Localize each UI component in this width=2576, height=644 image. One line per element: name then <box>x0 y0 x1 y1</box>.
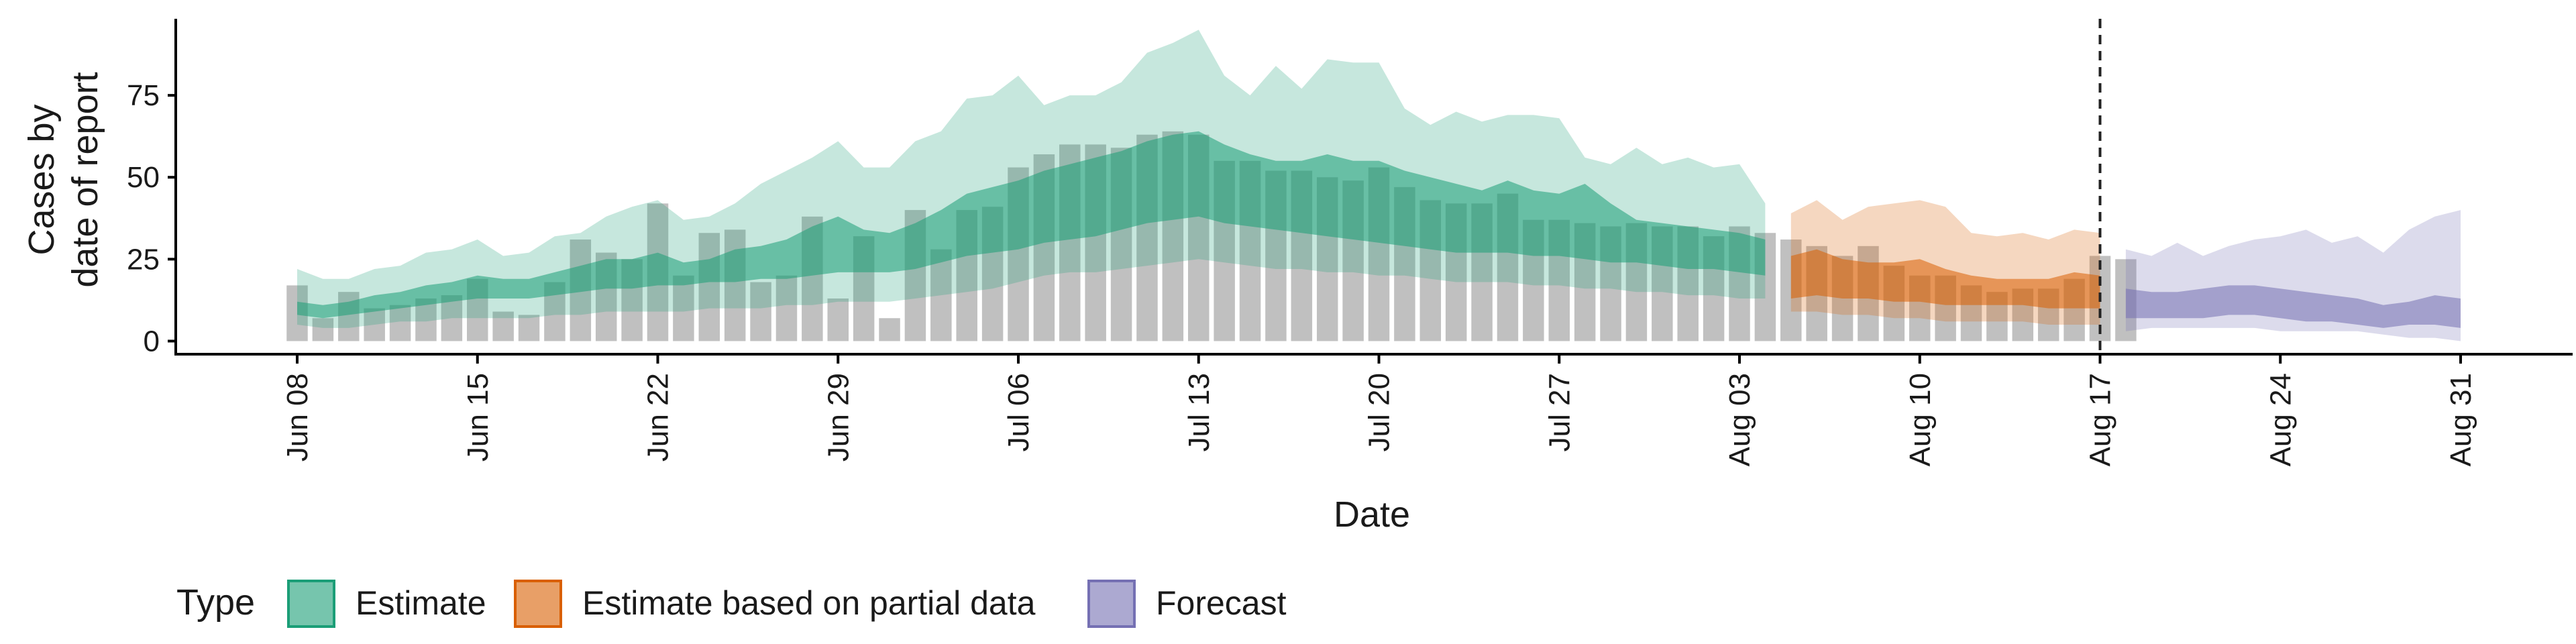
legend-key-forecast <box>1087 580 1136 628</box>
case-bar <box>827 298 849 341</box>
legend-label-estimate-based-on-partial-data: Estimate based on partial data <box>582 584 1036 622</box>
case-bar <box>673 275 694 341</box>
x-tick-label: Jun 22 <box>642 373 675 462</box>
estimate-50-interval <box>297 131 1766 319</box>
y-axis-label-line-2: date of report <box>65 72 105 287</box>
case-bar <box>930 249 952 341</box>
estimate-ribbons <box>297 30 2461 341</box>
case-bar <box>518 315 540 341</box>
x-tick-label: Jun 08 <box>281 373 314 462</box>
y-axis-label-line-1: Cases by <box>21 104 62 255</box>
legend: Type Estimate Estimate based on partial da… <box>176 580 1287 628</box>
x-tick-label: Jul 06 <box>1002 373 1035 451</box>
case-bar <box>441 295 463 341</box>
x-tick-label: Aug 10 <box>1904 373 1937 466</box>
case-bar <box>312 318 334 341</box>
case-bar <box>492 311 514 341</box>
x-tick-label: Aug 17 <box>2084 373 2117 466</box>
legend-label-estimate: Estimate <box>356 584 486 622</box>
case-bar <box>698 233 720 341</box>
legend-title: Type <box>176 582 255 623</box>
y-tick-label: 25 <box>127 243 160 276</box>
x-axis-label: Date <box>1334 494 1410 535</box>
x-tick-label: Jun 29 <box>822 373 855 462</box>
y-tick-label: 75 <box>127 79 160 112</box>
legend-item-estimate-based-on-partial-data: Estimate based on partial data <box>514 580 1036 628</box>
case-bar <box>389 305 411 341</box>
case-bar <box>364 308 385 341</box>
x-tick-label: Jul 27 <box>1543 373 1576 451</box>
y-tick-label: 0 <box>144 325 160 358</box>
case-bar <box>750 282 771 341</box>
legend-key-estimate <box>287 580 335 628</box>
x-tick-label: Jun 15 <box>462 373 494 462</box>
y-tick-label: 50 <box>127 161 160 194</box>
x-axis-ticks: Jun 08 Jun 15 Jun 22 Jun 29 Jul 06 Jul 13 Jul … <box>281 354 2477 466</box>
x-tick-label: Aug 31 <box>2445 373 2477 466</box>
x-tick-label: Jul 20 <box>1363 373 1396 451</box>
estimate-based-on-partial-data-50-interval <box>1790 249 2100 309</box>
legend-item-estimate: Estimate <box>287 580 486 628</box>
forecast-50-interval <box>2125 285 2461 328</box>
y-axis-ticks: 0 25 50 75 <box>127 79 176 358</box>
legend-label-forecast: Forecast <box>1156 584 1287 622</box>
x-tick-label: Aug 03 <box>1723 373 1756 466</box>
legend-item-forecast: Forecast <box>1087 580 1287 628</box>
x-tick-label: Jul 13 <box>1183 373 1216 451</box>
axes <box>174 19 2573 356</box>
legend-key-estimate-based-on-partial-data <box>514 580 562 628</box>
case-bar <box>879 318 900 341</box>
x-tick-label: Aug 24 <box>2264 373 2297 466</box>
case-bar <box>724 229 746 341</box>
case-bar <box>775 275 798 341</box>
